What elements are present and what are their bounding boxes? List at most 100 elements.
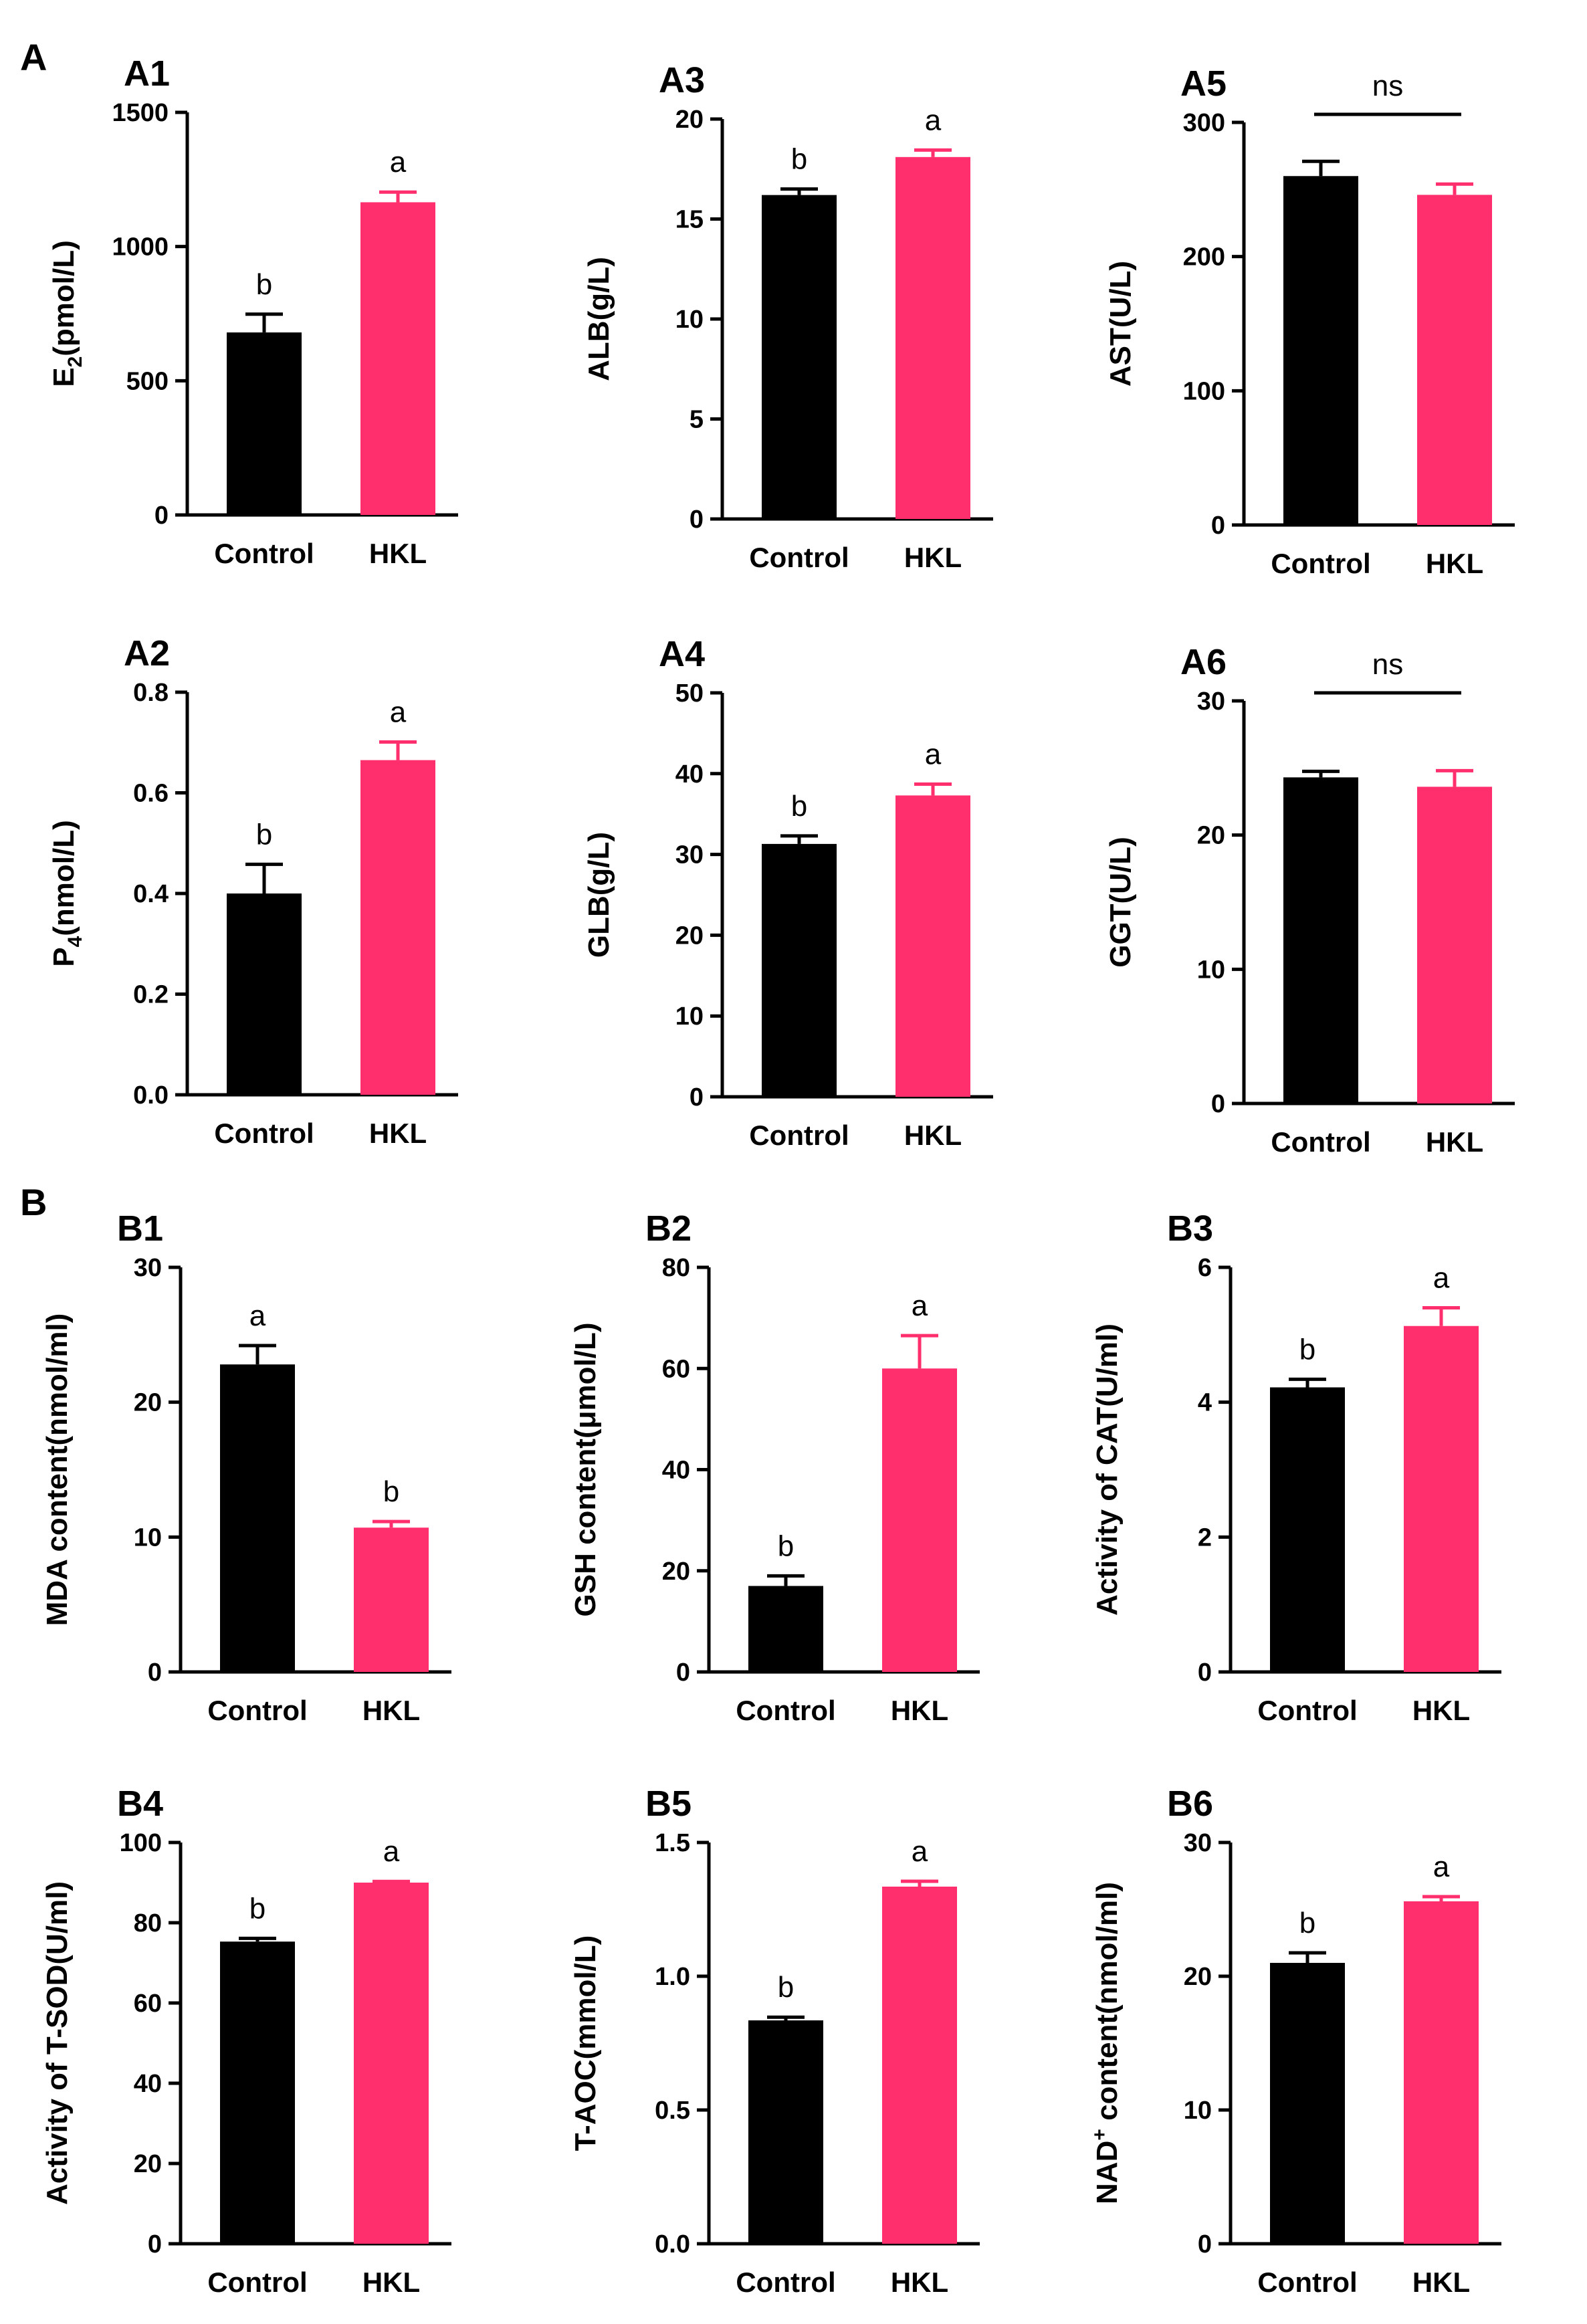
bar-a2-control [227, 893, 302, 1095]
y-tick-label-b4: 0 [148, 2230, 162, 2258]
y-axis-label-sub-a2: 4 [64, 936, 86, 947]
y-axis-label-b3: Activity of CAT(U/ml) [1091, 1324, 1124, 1616]
bar-b3-hkl [1404, 1326, 1479, 1672]
significance-letter-a4-control: b [791, 790, 807, 823]
significance-letter-b2-control: b [778, 1529, 794, 1562]
x-tick-label-a4-hkl: HKL [904, 1120, 962, 1151]
y-tick-label-b1: 30 [134, 1254, 162, 1282]
y-tick-label-b6: 30 [1184, 1829, 1212, 1857]
y-tick-label-a2: 0.8 [133, 679, 169, 707]
panel-b5: B5 0.0 0.5 1.0 1.5 T-AOC(mmol/L) Control b HKL a [569, 1784, 980, 2298]
panel-b2: B2 0 20 40 60 80 GSH content(μmol/L) Control b HK… [569, 1208, 980, 1726]
y-tick-label-a4: 50 [675, 679, 704, 708]
y-axis-label-a6: GGT(U/L) [1104, 837, 1137, 968]
significance-letter-b6-hkl: a [1433, 1851, 1450, 1883]
significance-letter-b2-hkl: a [912, 1289, 928, 1322]
panel-a1: A1 0 500 1000 1500 E2(pmol/L) Control b HKL a [47, 54, 458, 569]
significance-letter-a1-control: b [256, 268, 272, 301]
ns-label-a5: ns [1372, 70, 1403, 102]
y-tick-label-a1: 1000 [112, 233, 169, 261]
y-tick-label-a5: 0 [1211, 512, 1225, 540]
y-axis-label-b4: Activity of T-SOD(U/ml) [41, 1881, 74, 2205]
significance-letter-b5-hkl: a [912, 1835, 928, 1868]
panel-a4: A4 0 10 20 30 40 50 GLB(g/L) Control b HKL a [583, 634, 993, 1151]
x-tick-label-a1-control: Control [214, 538, 314, 569]
y-tick-label-b2: 60 [662, 1355, 690, 1383]
y-axis-label-b6: NAD+ content(nmol/ml) [1089, 1882, 1124, 2204]
y-tick-label-a4: 10 [675, 1002, 704, 1031]
panel-title-a2: A2 [124, 633, 170, 673]
x-tick-label-a5-control: Control [1271, 548, 1370, 579]
bar-b6-hkl [1404, 1901, 1479, 2244]
y-axis-label-b5: T-AOC(mmol/L) [569, 1935, 602, 2151]
y-tick-label-b2: 40 [662, 1457, 690, 1485]
y-tick-label-a6: 20 [1197, 822, 1225, 850]
y-tick-label-a1: 0 [154, 502, 169, 530]
y-axis-label-a1: E2(pmol/L) [47, 240, 86, 387]
y-axis-label-rest-b6: content(nmol/ml) [1091, 1882, 1124, 2129]
y-tick-label-b1: 20 [134, 1389, 162, 1417]
y-axis-label-base-b6: NAD [1091, 2141, 1124, 2204]
y-axis-label-b2: GSH content(μmol/L) [569, 1323, 602, 1617]
panel-title-b5: B5 [645, 1784, 692, 1824]
y-tick-label-a4: 30 [675, 841, 704, 869]
y-tick-label-b5: 0.0 [655, 2230, 690, 2258]
bar-b3-control [1270, 1387, 1345, 1672]
bar-b1-control [220, 1364, 295, 1672]
x-tick-label-a3-control: Control [749, 542, 849, 573]
y-tick-label-a1: 500 [126, 367, 169, 395]
y-tick-label-a3: 5 [690, 406, 704, 434]
x-tick-label-a2-control: Control [214, 1118, 314, 1149]
significance-letter-a3-control: b [791, 143, 807, 176]
bar-b5-control [748, 2020, 823, 2244]
y-tick-label-b4: 80 [134, 1909, 162, 1937]
bar-a5-hkl [1417, 195, 1492, 525]
x-tick-label-b1-control: Control [207, 1695, 307, 1726]
bar-a6-control [1283, 777, 1358, 1103]
y-axis-label-sup-b6: + [1089, 2129, 1111, 2141]
bar-a2-hkl [360, 760, 435, 1095]
bar-a1-control [227, 332, 302, 515]
y-tick-label-a5: 200 [1183, 243, 1225, 272]
panel-b1: B1 0 10 20 30 MDA content(nmol/ml) Control a HKL… [41, 1208, 451, 1726]
x-tick-label-b6-control: Control [1257, 2266, 1357, 2298]
y-tick-label-b1: 10 [134, 1523, 162, 1552]
significance-letter-a2-hkl: a [390, 696, 407, 728]
y-tick-label-b3: 6 [1198, 1254, 1212, 1282]
x-tick-label-b5-hkl: HKL [891, 2266, 948, 2298]
bar-a5-control [1283, 176, 1358, 525]
y-tick-label-a2: 0.2 [133, 981, 169, 1009]
bar-b2-control [748, 1586, 823, 1672]
significance-letter-b4-hkl: a [383, 1835, 400, 1868]
y-tick-label-b4: 100 [120, 1829, 162, 1857]
panel-title-b4: B4 [117, 1784, 163, 1824]
panel-title-b3: B3 [1167, 1208, 1213, 1249]
significance-letter-b3-hkl: a [1433, 1262, 1450, 1295]
bar-b4-control [220, 1941, 295, 2244]
y-axis-label-a5: AST(U/L) [1104, 261, 1137, 387]
significance-letter-a2-control: b [256, 818, 272, 851]
y-tick-label-a6: 0 [1211, 1090, 1225, 1118]
bar-a3-control [762, 195, 837, 519]
significance-letter-b1-control: a [249, 1299, 266, 1332]
panel-title-a1: A1 [124, 54, 170, 94]
x-tick-label-a3-hkl: HKL [904, 542, 962, 573]
y-tick-label-a2: 0.4 [133, 880, 169, 908]
panel-title-a4: A4 [659, 634, 705, 674]
y-tick-label-b6: 20 [1184, 1963, 1212, 1991]
x-tick-label-a2-hkl: HKL [369, 1118, 427, 1149]
panel-a2: A2 0.0 0.2 0.4 0.6 0.8 P4(nmol/L) Control b HKL a [47, 633, 458, 1149]
y-axis-label-base-a2: P [47, 947, 80, 966]
x-tick-label-a4-control: Control [749, 1120, 849, 1151]
bar-b4-hkl [354, 1883, 429, 2244]
y-tick-label-a3: 0 [690, 506, 704, 534]
x-tick-label-a6-control: Control [1271, 1126, 1370, 1158]
y-tick-label-a5: 100 [1183, 377, 1225, 405]
significance-letter-a4-hkl: a [925, 738, 942, 771]
x-tick-label-b4-hkl: HKL [362, 2266, 420, 2298]
y-tick-label-b2: 20 [662, 1558, 690, 1586]
panel-b4: B4 0 20 40 60 80 100 Activity of T-SOD(U/ml) Con… [41, 1784, 451, 2298]
significance-letter-a3-hkl: a [925, 104, 942, 136]
bar-a6-hkl [1417, 786, 1492, 1103]
